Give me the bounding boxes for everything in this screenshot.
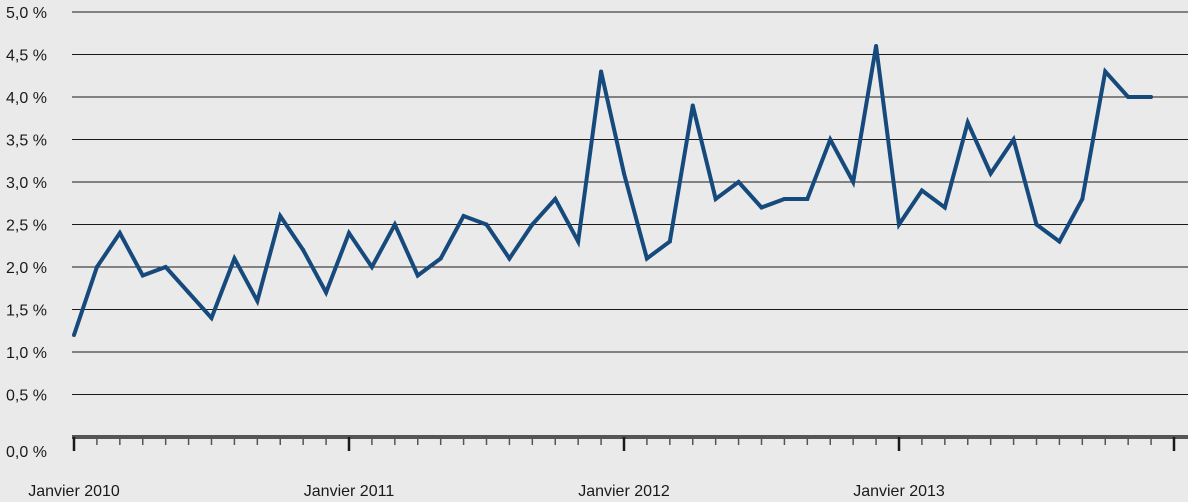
x-axis: Janvier 2010 Janvier 2011 Janvier 2012 Janv… [28, 435, 1188, 500]
data-point [301, 248, 306, 252]
y-tick-label: 3,5 % [6, 133, 47, 150]
y-tick-label: 5,0 % [6, 5, 47, 22]
data-point [438, 256, 443, 261]
x-tick-label: Janvier 2013 [853, 483, 945, 500]
data-point [919, 188, 924, 193]
series-layer [72, 44, 1154, 337]
gridlines [72, 11, 1188, 395]
data-point [369, 265, 374, 269]
y-tick-label: 3,0 % [6, 175, 47, 192]
data-point [415, 273, 420, 278]
data-point [209, 316, 214, 320]
data-point [622, 171, 626, 176]
data-point [1011, 137, 1016, 142]
data-point [163, 265, 168, 269]
data-point [690, 103, 695, 108]
y-tick-label: 1,0 % [6, 345, 47, 362]
y-axis-tick-labels: 0,0 % 0,5 % 1,0 % 1,5 % 2,0 % 2,5 % 3,0 % 3,5 %… [6, 5, 47, 461]
data-point [392, 222, 397, 227]
data-point [72, 333, 76, 337]
data-point [278, 214, 283, 218]
y-tick-label: 2,5 % [6, 218, 47, 235]
data-point [759, 205, 764, 210]
data-point [1149, 95, 1154, 99]
data-point [736, 180, 741, 184]
data-point [117, 231, 122, 235]
data-point [965, 120, 970, 125]
x-tick-label: Janvier 2010 [28, 483, 120, 500]
y-tick-label: 4,5 % [6, 48, 47, 65]
data-point [232, 256, 237, 261]
data-point [805, 197, 810, 201]
data-point [897, 222, 901, 227]
data-point [324, 290, 329, 295]
data-point [553, 197, 558, 201]
data-point [667, 239, 672, 244]
data-point [255, 299, 260, 303]
data-point [1103, 69, 1108, 74]
data-point [94, 265, 99, 269]
data-point [599, 69, 604, 74]
data-point [1034, 222, 1039, 227]
data-point [507, 256, 512, 261]
data-point [140, 273, 145, 278]
x-tick-label: Janvier 2011 [304, 483, 395, 500]
x-tick-label: Janvier 2012 [578, 483, 670, 500]
data-point [874, 44, 879, 48]
data-point [484, 222, 489, 227]
data-point [828, 137, 833, 142]
data-point [186, 290, 191, 295]
y-tick-label: 4,0 % [6, 90, 47, 107]
y-tick-label: 0,0 % [6, 444, 47, 461]
data-point [461, 214, 466, 218]
data-point [576, 239, 581, 244]
data-point [1080, 197, 1085, 201]
y-tick-label: 1,5 % [6, 303, 47, 320]
data-point [988, 171, 993, 176]
data-point [644, 256, 649, 261]
series-line [72, 45, 1152, 336]
data-point [851, 180, 856, 184]
data-point [530, 222, 535, 227]
data-point [1057, 239, 1062, 244]
data-point [713, 197, 718, 201]
data-point [782, 197, 787, 201]
y-tick-label: 2,0 % [6, 260, 47, 277]
data-point [347, 231, 351, 235]
y-tick-label: 0,5 % [6, 388, 47, 405]
data-point [1126, 95, 1131, 99]
data-point [942, 205, 947, 210]
